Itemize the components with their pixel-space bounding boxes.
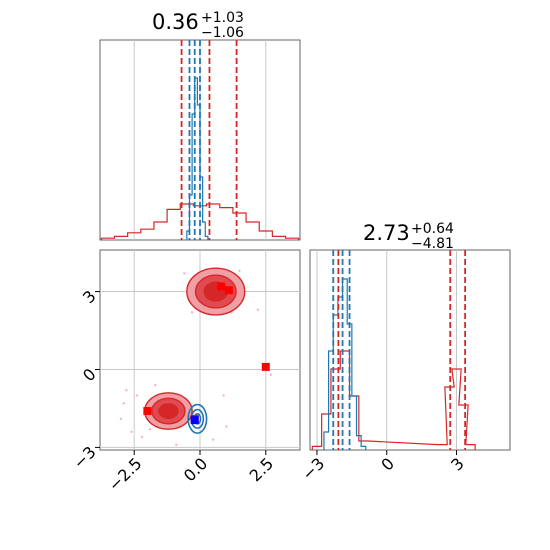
joint-scatter-point-11 — [190, 311, 194, 314]
joint-scatter-point-5 — [175, 443, 178, 447]
joint-marker-red-2 — [261, 362, 270, 371]
title-param1-value: 0.36 — [152, 10, 199, 34]
joint-blue-contour-0 — [187, 403, 208, 434]
joint-red-mode-lower-level-2 — [158, 403, 179, 420]
hist-param2-x-tick-label-0: −3 — [298, 454, 328, 484]
joint-scatter-point-0 — [125, 389, 128, 392]
joint-scatter-point-4 — [140, 435, 144, 439]
joint-scatter-point-6 — [211, 438, 215, 441]
histogram-panel-param1 — [99, 39, 301, 241]
joint-y-tick-label-2: 3 — [79, 287, 100, 308]
joint-marker-blue-0 — [190, 416, 199, 425]
joint-scatter-point-14 — [256, 308, 260, 311]
hist-param2-blue — [323, 278, 367, 450]
title-param2-value: 2.73 — [363, 221, 410, 245]
joint-x-tick-label-1: 0.0 — [180, 454, 211, 485]
hist-param2-x-tick-label-1: 0 — [377, 454, 398, 475]
joint-panel — [99, 249, 301, 451]
joint-scatter-point-2 — [119, 417, 123, 421]
joint-scatter-point-1 — [135, 394, 139, 397]
joint-scatter-point-15 — [269, 373, 273, 376]
joint-scatter-point-7 — [225, 425, 228, 428]
joint-scatter-point-12 — [238, 269, 241, 272]
histogram-panel-param2 — [309, 249, 511, 451]
joint-scatter-point-3 — [130, 430, 133, 434]
title-param2: 2.73 +0.64 −4.81 — [363, 221, 454, 252]
joint-scatter-point-16 — [122, 402, 125, 405]
joint-x-tick-label-2: 2.5 — [246, 454, 277, 485]
histogram-param2-frame — [309, 249, 511, 451]
joint-scatter-point-8 — [222, 394, 225, 397]
title-param1: 0.36 +1.03 −1.06 — [152, 10, 244, 41]
joint-scatter-point-9 — [148, 428, 152, 431]
joint-scatter-point-13 — [183, 272, 186, 275]
joint-scatter-point-17 — [154, 383, 157, 387]
joint-x-tick-label-0: −2.5 — [105, 454, 146, 495]
hist-param2-x-tick-label-2: 3 — [447, 454, 468, 475]
joint-marker-red-3 — [143, 407, 152, 416]
joint-marker-red-0 — [217, 282, 226, 291]
title-param1-minus: −1.06 — [201, 25, 244, 41]
hist-param2-red — [311, 350, 476, 450]
hist-param1-blue — [186, 77, 209, 240]
joint-y-tick-label-1: 0 — [79, 365, 100, 386]
title-param2-minus: −4.81 — [411, 236, 454, 252]
joint-marker-red-1 — [224, 286, 233, 295]
title-param2-plus: +0.64 — [411, 221, 454, 237]
title-param1-plus: +1.03 — [201, 10, 244, 26]
